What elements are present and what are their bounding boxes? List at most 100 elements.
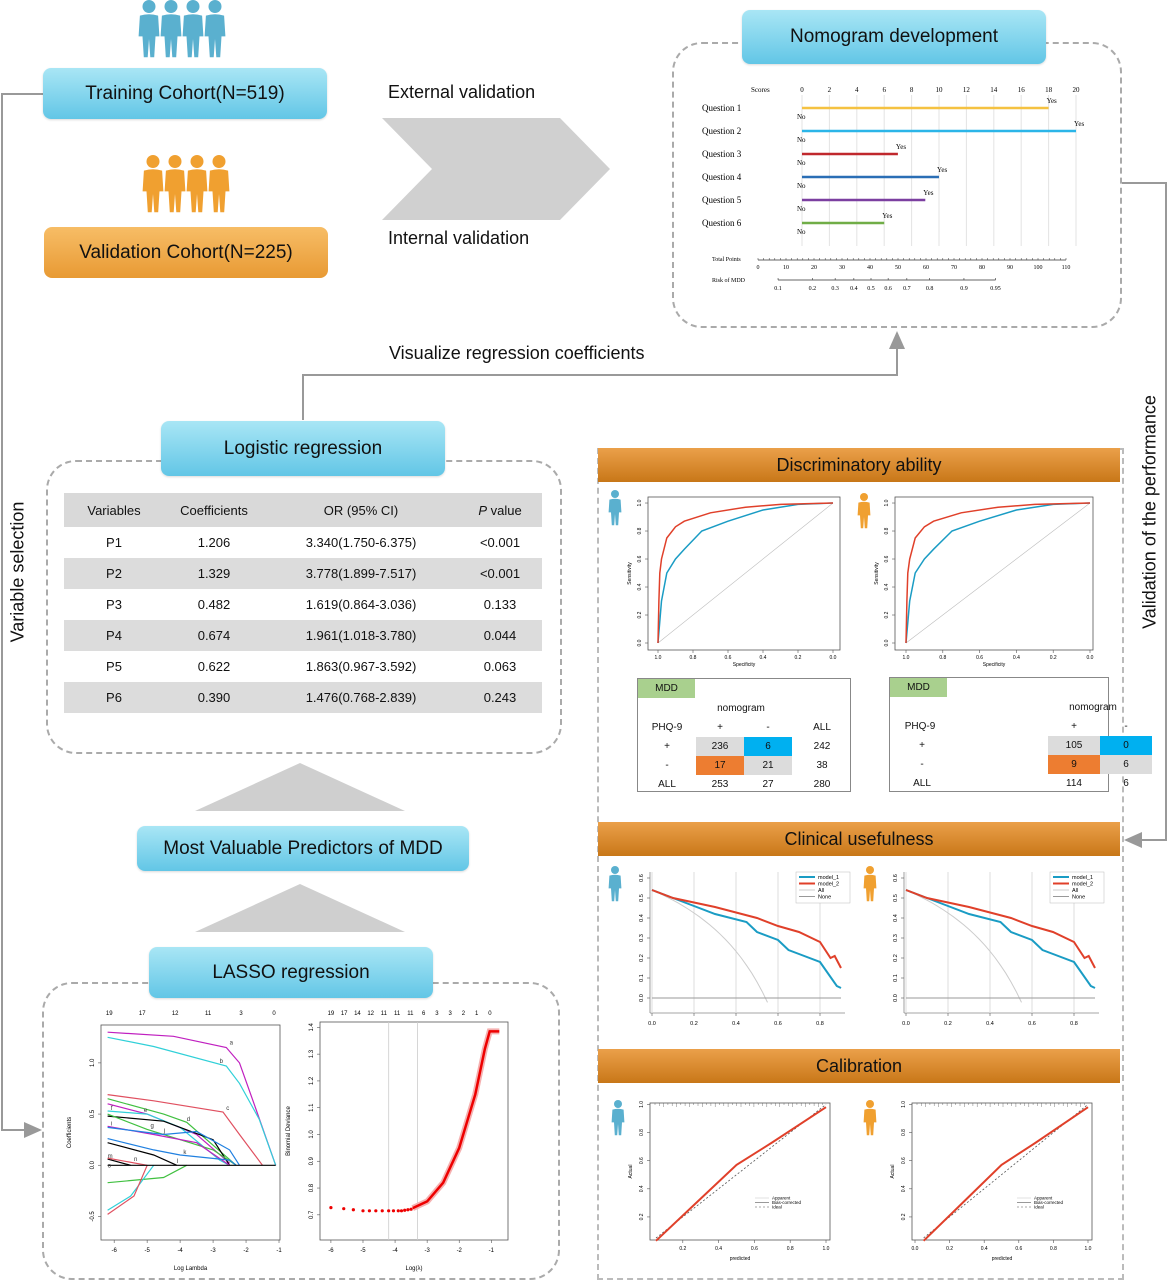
y-axis-label: Sensitivity [874, 562, 880, 585]
y-tick-label: 1.4 [309, 1023, 315, 1032]
top-tick-label: 3 [448, 1011, 452, 1017]
y-tick-label: 1.0 [884, 499, 890, 506]
table-cell: 38 [816, 760, 828, 771]
people-group-icon [138, 0, 160, 58]
x-tick-label: 1.0 [903, 655, 910, 661]
column-header: ALL [1158, 717, 1168, 736]
top-tick-label: 11 [381, 1011, 388, 1017]
top-tick-label: 19 [106, 1011, 113, 1017]
x-tick-label: -1 [276, 1248, 282, 1254]
x-tick-label: 0.6 [774, 1021, 782, 1027]
table-cell: <0.001 [458, 558, 542, 589]
line-label: m [108, 1154, 113, 1160]
score-tick-label: 0 [800, 86, 804, 94]
no-label: No [797, 182, 806, 190]
y-tick-label: 0.9 [309, 1156, 315, 1165]
question-label: Question 1 [702, 103, 741, 113]
y-tick-label: 0.4 [639, 914, 645, 922]
column-header: ALL [813, 722, 831, 733]
calibration-plot-validation: 0.0 0.2 0.4 0.6 0.8 1.0 0.2 0.4 0.6 0.8 1.0 predict… [890, 1101, 1093, 1262]
y-axis-label: Coefficients [67, 1117, 73, 1148]
top-tick-label: 19 [328, 1011, 335, 1017]
score-tick-label: 20 [1073, 86, 1081, 94]
x-tick-label: 0.2 [795, 655, 802, 661]
apparent-line [655, 1106, 827, 1242]
table-cell: <0.001 [479, 535, 521, 550]
table-cell: 1.329 [164, 558, 264, 589]
y-tick-label: 0.6 [639, 874, 645, 882]
logistic-table-wrap: Variables Coefficients OR (95% CI) P value P… [64, 493, 542, 713]
cv-point [374, 1209, 378, 1213]
top-tick-label: 0 [272, 1011, 276, 1017]
model-1-line [651, 889, 842, 989]
table-cell: 236 [696, 737, 744, 756]
validation-chevron [382, 118, 610, 220]
x-tick-label: 0.6 [1028, 1021, 1036, 1027]
legend-label: model_2 [1072, 882, 1093, 888]
table-cell: 15 [1158, 755, 1168, 774]
y-tick-label: 0.6 [639, 1157, 645, 1164]
total-tick-label: 60 [923, 265, 929, 271]
y-tick-label: 0.5 [639, 894, 645, 902]
cv-point [329, 1205, 333, 1210]
y-tick-label: 0.5 [893, 894, 899, 902]
roc-curve-validation: 1.0 0.8 0.6 0.4 0.2 0.0 0.0 0.2 0.4 0.6 0.8 1.0 Spec… [874, 496, 1094, 668]
y-tick-label: 0.0 [637, 639, 643, 646]
table-cell: 114 [1066, 778, 1082, 789]
total-tick-label: 90 [1007, 265, 1013, 271]
y-axis-label: Binomial Deviance [286, 1105, 292, 1155]
table-cell: 1.961(1.018-3.780) [264, 620, 458, 651]
cv-point [361, 1209, 365, 1213]
lasso-coefficient-plot: -6 -5 -4 -3 -2 -1 -0.5 0.0 0.5 1.0 Log Lambda Coeff… [67, 1011, 282, 1272]
legend-label: None [818, 895, 831, 901]
x-axis-label: Specificity [733, 662, 756, 668]
model-1-line [905, 889, 1096, 989]
x-tick-label: 0.0 [830, 655, 837, 661]
model-2-line [651, 889, 842, 969]
y-tick-label: 0.4 [901, 1185, 907, 1192]
x-tick-label: 0.2 [946, 1246, 953, 1252]
cv-deviance-curve [412, 1030, 500, 1210]
score-tick-label: 14 [990, 86, 998, 94]
table-cell: 0.622 [197, 659, 231, 674]
variable-selection-connector [1, 93, 43, 1138]
x-axis-label: predicted [730, 1256, 751, 1262]
table-cell: P3 [106, 597, 122, 612]
y-axis-label: Actual [890, 1165, 896, 1179]
table-cell: 1.863(0.967-3.592) [305, 659, 417, 674]
y-tick-label: 0.3 [639, 934, 645, 942]
reference-diagonal [657, 502, 834, 644]
no-label: No [797, 228, 806, 236]
legend-label: Apparent [772, 1196, 791, 1201]
x-tick-label: 0.6 [751, 1246, 758, 1252]
y-tick-label: 0.6 [884, 555, 890, 562]
table-header-row: Variables Coefficients OR (95% CI) P value [64, 493, 542, 527]
table-cell: 1.476(0.768-2.839) [264, 682, 458, 713]
x-tick-label: 0.2 [944, 1021, 952, 1027]
risk-tick-label: 0.9 [960, 286, 968, 292]
x-tick-label: 0.4 [732, 1021, 740, 1027]
nomogram-label: nomogram [1069, 702, 1117, 713]
table-cell: 280 [813, 779, 831, 790]
coefficient-path [107, 1142, 178, 1166]
table-cell: 21 [744, 756, 792, 775]
discriminatory-title: Discriminatory ability [776, 454, 942, 475]
logistic-title-box: Logistic regression [161, 421, 445, 476]
person-icon [608, 490, 622, 526]
column-header: + [717, 722, 723, 733]
y-tick-label: 1.0 [639, 1101, 645, 1108]
validation-cohort-label: Validation Cohort(N=225) [79, 241, 293, 263]
risk-tick-label: 0.4 [850, 286, 858, 292]
cv-point [406, 1208, 410, 1212]
table-cell: 105 [1158, 736, 1168, 755]
score-tick-label: 4 [855, 86, 859, 94]
y-tick-label: 0.8 [901, 1129, 907, 1136]
x-tick-label: 0.0 [902, 1021, 910, 1027]
table-row: P4 0.674 1.961(1.018-3.780) 0.044 [64, 620, 542, 651]
x-tick-label: 0.4 [981, 1246, 988, 1252]
y-tick-label: 0.0 [639, 994, 645, 1002]
yes-label: Yes [1074, 120, 1084, 128]
y-tick-label: 0.6 [893, 874, 899, 882]
person-icon [857, 493, 871, 529]
